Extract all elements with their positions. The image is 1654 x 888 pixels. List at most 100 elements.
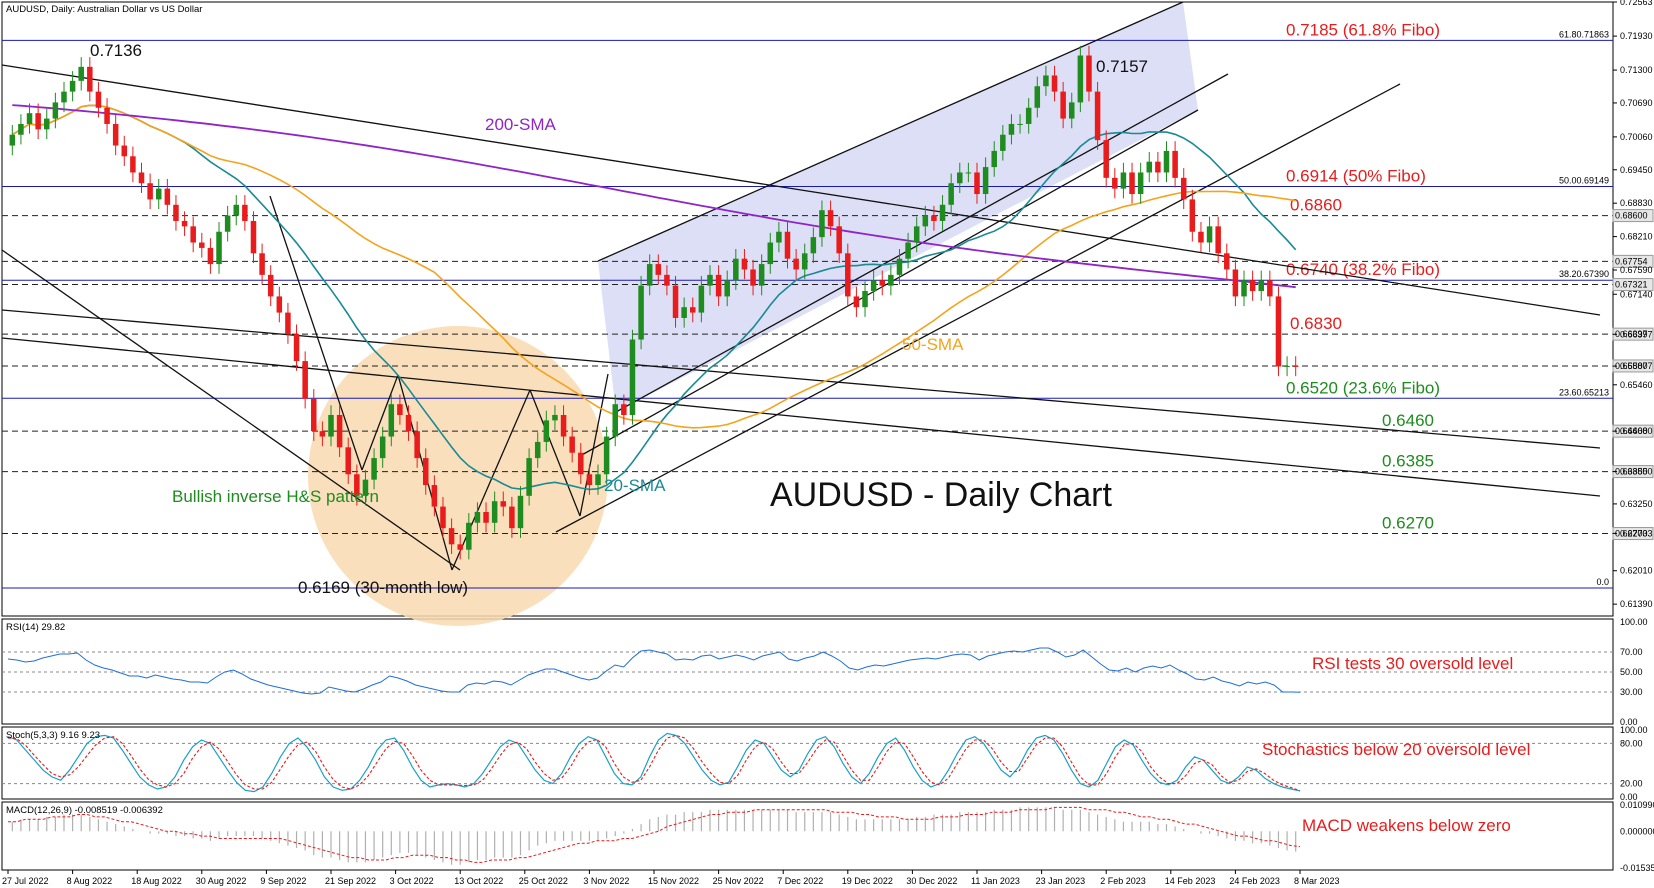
- y-tick-label: 0.67590: [1620, 265, 1653, 275]
- level-tag-label: 0.66397: [1615, 329, 1648, 339]
- candle-bull: [905, 242, 911, 259]
- candle-bull: [1284, 365, 1290, 367]
- candle-bear: [1112, 177, 1118, 189]
- candle-bear: [87, 66, 93, 92]
- candle-bull: [1120, 172, 1127, 189]
- candle-bull: [1206, 226, 1213, 243]
- candle-bull: [328, 414, 334, 437]
- candle-bear: [422, 458, 429, 486]
- trend-line: [529, 389, 581, 517]
- candle-bear: [1051, 75, 1058, 92]
- candle-bull: [379, 436, 386, 459]
- y-tick-label: 0.62010: [1620, 566, 1653, 576]
- candle-bear: [853, 296, 860, 308]
- candle-bear: [621, 404, 627, 415]
- y-tick-label: 0.64600: [1620, 426, 1653, 436]
- candle-bull: [1034, 86, 1041, 108]
- x-tick-label: 7 Dec 2022: [777, 876, 823, 886]
- candle-bear: [715, 274, 722, 297]
- x-tick-label: 8 Mar 2023: [1294, 876, 1340, 886]
- x-tick-label: 23 Jan 2023: [1036, 876, 1086, 886]
- candle-bear: [1060, 91, 1066, 119]
- y-tick-label: 0.63250: [1620, 499, 1653, 509]
- chart-title: AUDUSD - Daily Chart: [770, 476, 1112, 514]
- fibo-level-tag: 61.80.71863: [1559, 29, 1609, 39]
- candle-bear: [319, 431, 326, 437]
- candle-bull: [543, 420, 550, 442]
- candle-bull: [216, 231, 222, 265]
- macd-annotation: MACD weakens below zero: [1302, 816, 1511, 835]
- candle-bull: [1163, 150, 1170, 173]
- level-tag-label: 0.67321: [1615, 280, 1648, 290]
- candle-bull: [819, 210, 825, 238]
- level-tag-label: 0.68600: [1615, 211, 1648, 221]
- candle-bull: [61, 91, 67, 103]
- candle-bull: [1043, 75, 1049, 87]
- x-tick-label: 21 Sep 2022: [325, 876, 376, 886]
- level-tag-box: [1612, 254, 1654, 268]
- stoch-tick-label: 80.00: [1620, 738, 1643, 748]
- fibo-level-tag: 23.60.65213: [1559, 387, 1609, 397]
- candle-bull: [913, 226, 920, 243]
- candle-bull: [698, 285, 705, 313]
- y-tick-label: 0.71930: [1620, 31, 1653, 41]
- candle-bull: [801, 253, 808, 270]
- candle-bull: [466, 522, 472, 550]
- rsi-header: RSI(14) 29.82: [6, 622, 65, 633]
- candle-bull: [767, 242, 774, 265]
- candle-bear: [509, 506, 515, 529]
- candle-bull: [982, 167, 989, 195]
- candle-bull: [1017, 123, 1023, 125]
- y-tick-label: 0.63850: [1620, 467, 1653, 477]
- candle-bear: [1215, 226, 1221, 254]
- candle-bear: [672, 285, 679, 318]
- candle-bull: [776, 231, 782, 243]
- trend-line: [1, 337, 1601, 497]
- level-label: 0.6270: [1382, 514, 1434, 533]
- candle-bear: [1232, 269, 1239, 297]
- candle-bull: [224, 215, 231, 232]
- candle-bear: [1155, 161, 1161, 173]
- y-tick-label: 0.61390: [1620, 599, 1653, 609]
- candle-bear: [974, 172, 980, 195]
- candle-bear: [690, 307, 696, 313]
- candle-bear: [1267, 280, 1273, 297]
- candle-bear: [1172, 150, 1178, 178]
- x-tick-label: 2 Feb 2023: [1100, 876, 1146, 886]
- candle-bear: [199, 242, 205, 248]
- candle-bull: [233, 204, 240, 216]
- trend-line: [555, 83, 1401, 533]
- annotation-sma20: 20-SMA: [604, 476, 666, 495]
- candle-bull: [1137, 172, 1144, 195]
- stoch-tick-label: 100.00: [1620, 725, 1648, 735]
- candle-bull: [862, 291, 868, 308]
- candle-bear: [560, 414, 567, 437]
- candle-bull: [517, 495, 524, 529]
- x-tick-label: 13 Oct 2022: [454, 876, 503, 886]
- level-tag-label: 0.64608: [1615, 426, 1648, 436]
- stoch-header: Stoch(5,3,3) 9.16 9.23: [6, 730, 100, 741]
- annotation-sma200: 200-SMA: [485, 115, 557, 134]
- trend-line: [451, 389, 531, 571]
- candle-bear: [1094, 91, 1101, 141]
- candle-bear: [267, 274, 274, 297]
- candle-bull: [1241, 280, 1247, 297]
- candle-bull: [707, 274, 713, 286]
- x-tick-label: 25 Oct 2022: [519, 876, 568, 886]
- rsi-tick-label: 70.00: [1620, 647, 1643, 657]
- candle-bear: [207, 247, 214, 265]
- x-tick-label: 30 Aug 2022: [196, 876, 247, 886]
- level-label: 0.6460: [1382, 411, 1434, 430]
- macd-tick-label: -0.015353: [1620, 863, 1654, 873]
- candle-bull: [896, 258, 903, 275]
- candle-bull: [9, 134, 16, 146]
- candle-bull: [939, 204, 946, 221]
- candle-bull: [371, 458, 377, 480]
- level-tag-label: 0.65807: [1615, 361, 1648, 371]
- y-tick-label: 0.66397: [1620, 329, 1653, 339]
- rsi-tick-label: 100.00: [1620, 617, 1648, 627]
- candle-bull: [1258, 280, 1264, 292]
- candle-bear: [104, 107, 110, 124]
